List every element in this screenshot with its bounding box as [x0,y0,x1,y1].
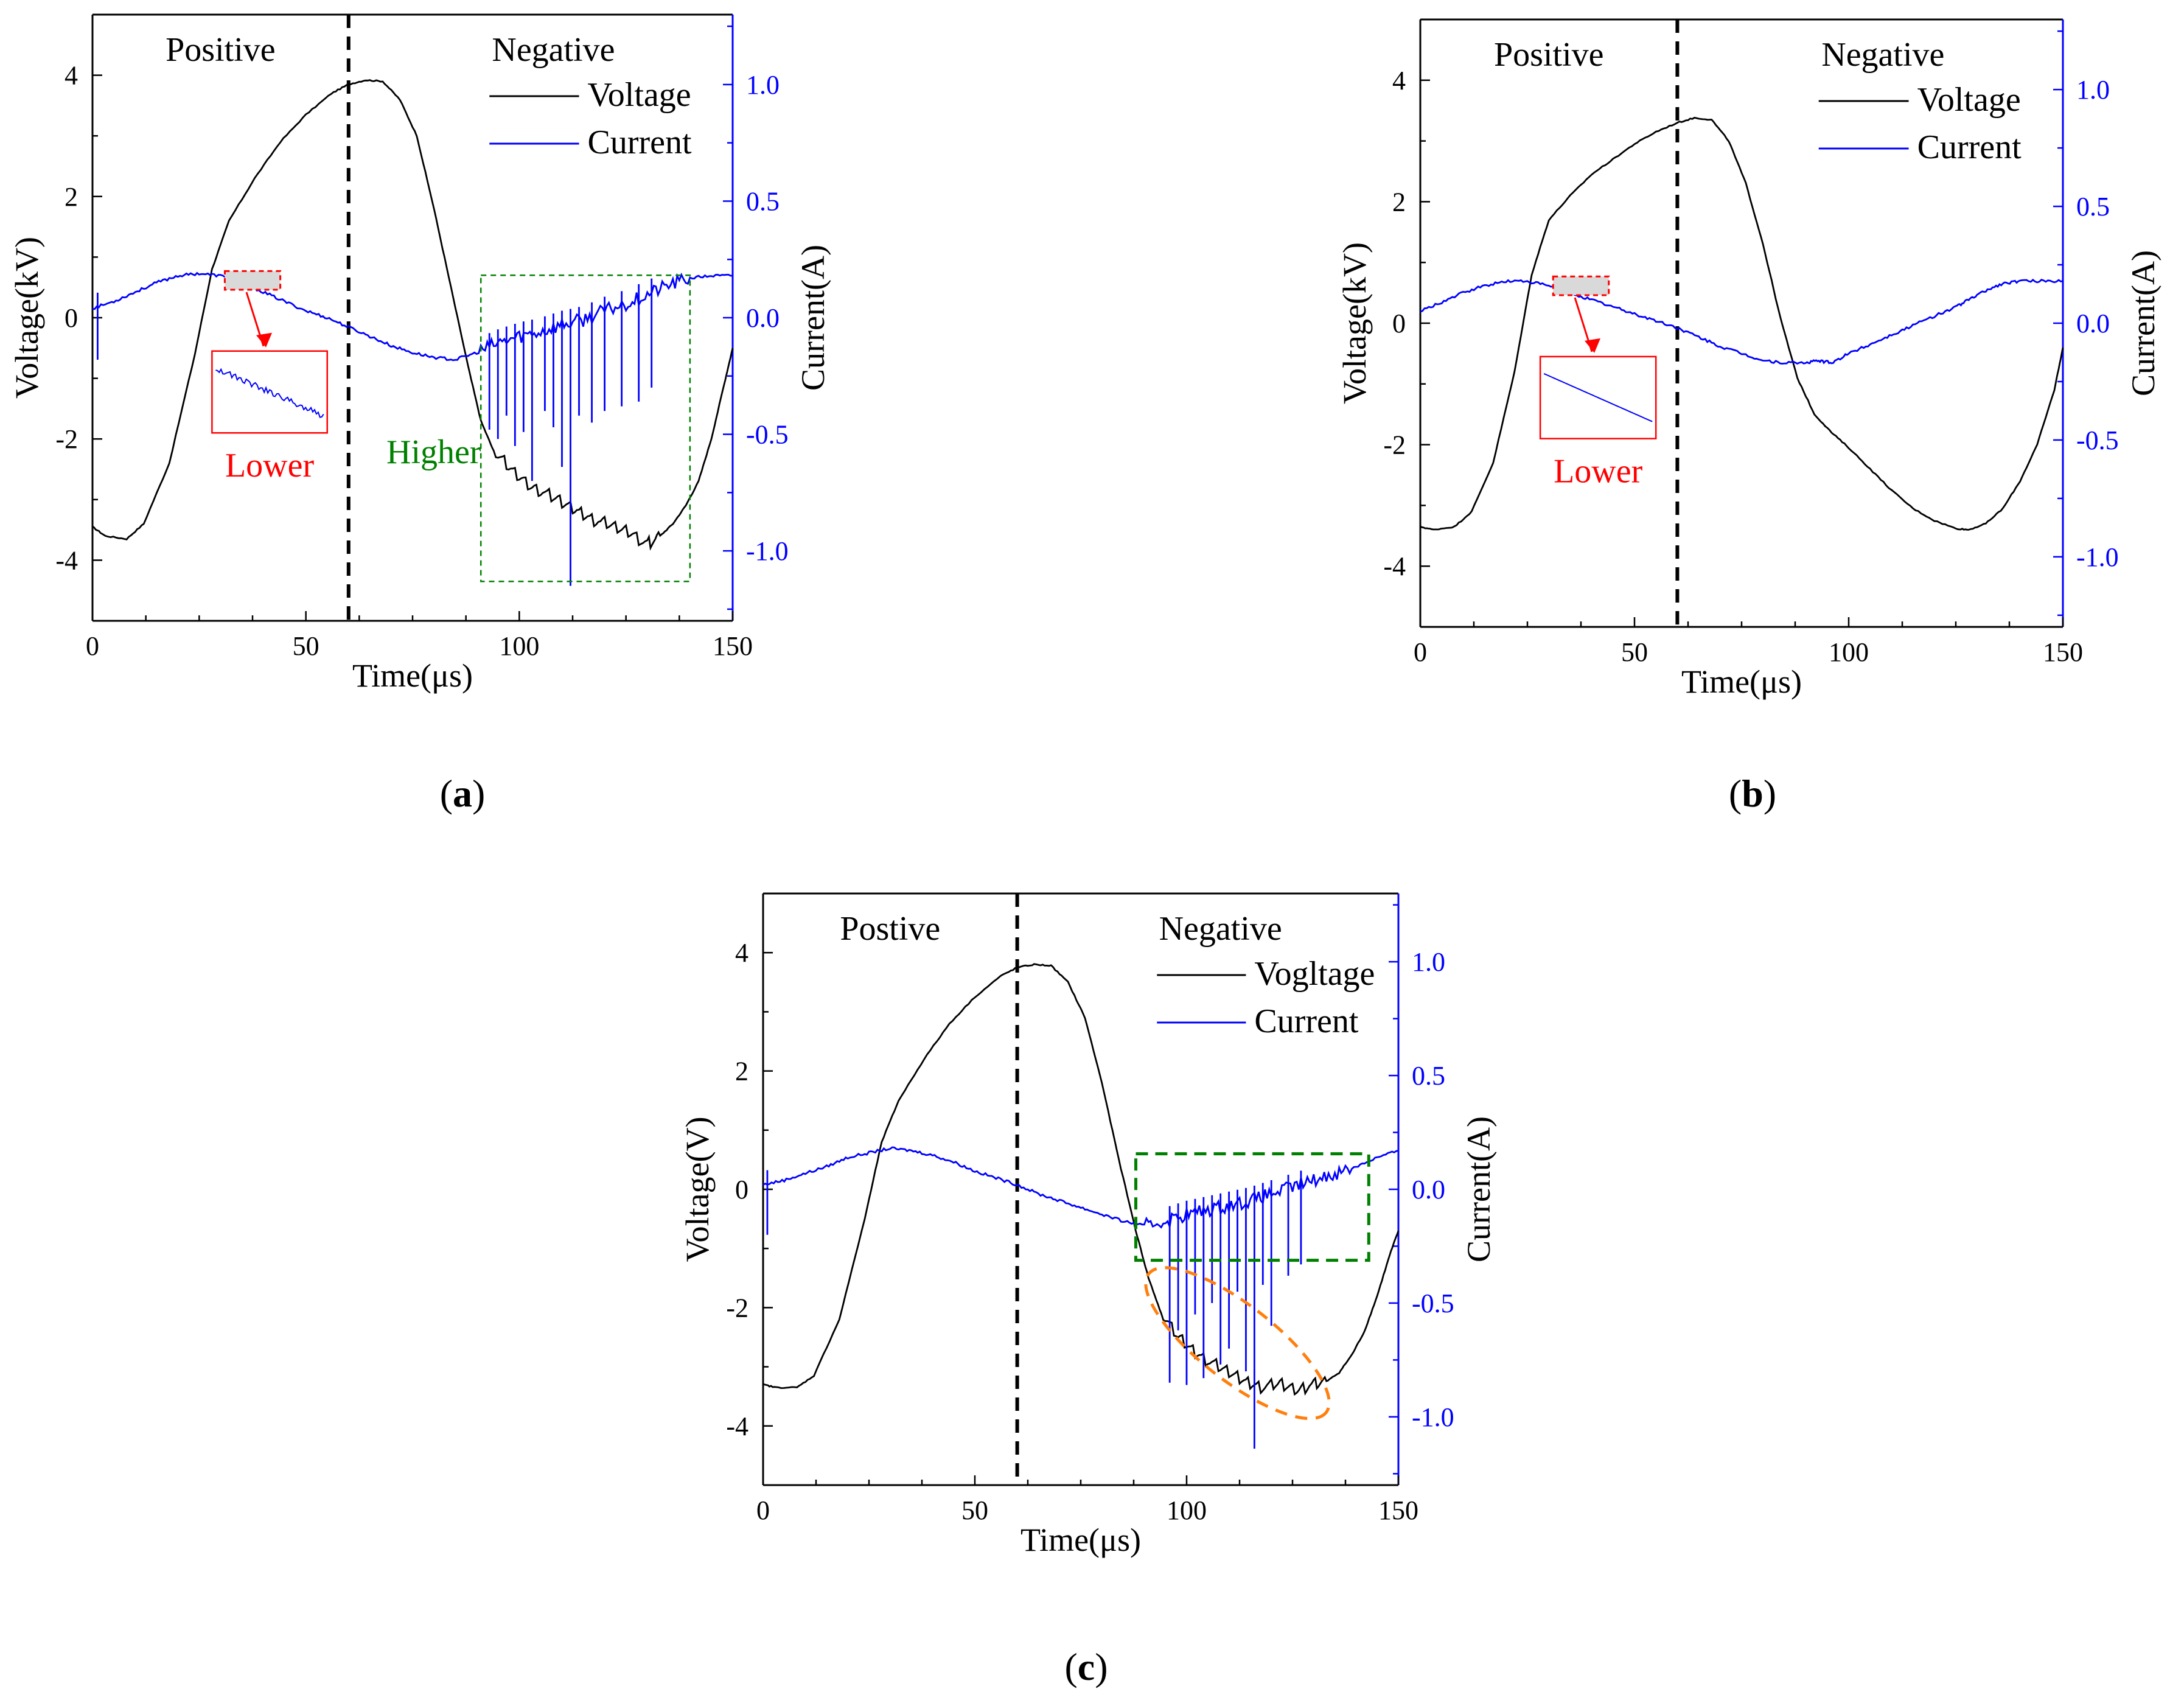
legend-label-voltage: Voltage [1917,81,2021,119]
zoom-source-box [223,270,282,291]
annotation-higher: Higher [386,433,481,471]
y2-axis-title: Current(A) [1460,1116,1497,1262]
y-axis-title: Voltage(kV) [9,237,45,399]
y-tick-label: -2 [55,424,78,454]
y2-tick-label: 0.0 [2076,309,2110,338]
x-tick-label: 150 [713,631,753,661]
x-tick-label: 100 [1829,637,1869,667]
panel-caption-letter: b [1742,772,1764,815]
y2-tick-label: -0.5 [2076,425,2119,455]
x-tick-label: 0 [86,631,99,661]
y2-tick-label: 0.5 [2076,192,2110,222]
x-tick-label: 0 [756,1495,770,1525]
y-tick-label: 0 [1392,309,1406,338]
y-tick-label: 4 [65,61,78,91]
discharge-region-box [1134,1152,1370,1262]
y-axis-title: Voltage(kV) [1336,242,1373,404]
chart-panel-a: 0 50 100 150 4 2 0 -2 -4 1.0 0.5 0.0 -0.5 -1.0 Time(μs… [9,13,831,815]
series-voltage-line [1420,116,2064,531]
zoom-inset-trace [215,368,324,418]
y2-axis-title: Current(A) [2125,250,2161,396]
legend-label-voltage: Vogltage [1254,955,1375,993]
y2-tick-label: 0.5 [1412,1061,1445,1091]
panel-caption-a: (a) [440,772,486,815]
region-label-positive: Positive [1494,36,1603,74]
zoom-arrow-head [256,332,272,348]
zoom-arrow-head [1585,338,1600,353]
zoom-inset-trace [1543,372,1653,422]
region-label-negative: Negative [1821,36,1944,74]
y2-tick-label: 0.0 [746,303,780,333]
y2-tick-label: -1.0 [1412,1402,1454,1432]
y-tick-label: -4 [726,1411,748,1441]
y-tick-label: 2 [1392,187,1406,217]
x-tick-label: 100 [1167,1495,1207,1525]
x-tick-label: 0 [1414,637,1427,667]
x-tick-label: 50 [293,631,319,661]
y-tick-label: -2 [1383,430,1406,460]
annotation-lower: Lower [1554,453,1643,491]
region-label-negative: Negative [492,31,615,69]
y2-tick-label: 0.5 [746,186,780,216]
series-current-line [1420,278,2064,365]
x-axis-title: Time(μs) [1681,663,1802,700]
zoom-inset-box [211,350,328,434]
y2-axis-title: Current(A) [795,245,831,391]
panel-caption-c: (c) [1064,1645,1108,1688]
y-tick-label: 4 [1392,66,1406,96]
y-tick-label: -4 [55,545,78,575]
x-tick-label: 50 [1621,637,1648,667]
legend-label-current: Current [1917,128,2022,166]
y2-tick-label: 0.0 [1412,1175,1445,1205]
y2-tick-label: -1.0 [2076,542,2119,572]
y-tick-label: 2 [65,182,78,212]
legend-label-voltage: Voltage [588,76,691,114]
x-axis-title: Time(μs) [352,657,473,694]
y-axis-title: Voltage(V) [679,1117,716,1262]
y2-tick-label: 1.0 [1412,947,1445,977]
series-current-line [92,271,733,362]
panel-caption-b: (b) [1729,772,1776,815]
y2-tick-label: 1.0 [2076,75,2110,105]
y-tick-label: -2 [726,1293,748,1323]
chart-panel-c: 0 50 100 150 4 2 0 -2 -4 1.0 0.5 0.0 -0.5 -1.0 Time(μs… [679,892,1497,1688]
y-tick-label: 0 [65,303,78,333]
x-axis-title: Time(μs) [1020,1522,1141,1558]
series-current-line [762,1146,1399,1230]
y-tick-label: 2 [735,1057,748,1086]
panel-caption-letter: a [453,772,472,815]
x-tick-label: 150 [1378,1495,1418,1525]
y-tick-label: -4 [1383,551,1406,581]
chart-panel-b: 0 50 100 150 4 2 0 -2 -4 1.0 0.5 0.0 -0.5 -1.0 Time(μs… [1336,18,2161,815]
x-tick-label: 50 [961,1495,988,1525]
y-tick-label: 0 [735,1175,748,1205]
discharge-region-box [480,275,691,582]
legend-label-current: Current [1254,1002,1359,1040]
series-voltage-line [762,963,1400,1396]
y2-tick-label: -0.5 [746,420,789,450]
region-label-negative: Negative [1159,910,1282,948]
zoom-source-box [1552,275,1610,296]
legend-label-current: Current [588,124,693,161]
y2-tick-label: -1.0 [746,536,789,566]
x-tick-label: 150 [2043,637,2083,667]
panel-caption-letter: c [1078,1645,1095,1688]
annotation-lower: Lower [225,447,315,484]
y-tick-label: 4 [735,938,748,968]
y2-tick-label: -0.5 [1412,1289,1454,1318]
y2-tick-label: 1.0 [746,70,780,100]
x-tick-label: 100 [499,631,539,661]
sawtooth-ellipse [1144,1266,1331,1421]
series-voltage-line [92,79,734,551]
region-label-positive: Positive [166,31,275,69]
region-label-positive: Postive [840,910,940,948]
